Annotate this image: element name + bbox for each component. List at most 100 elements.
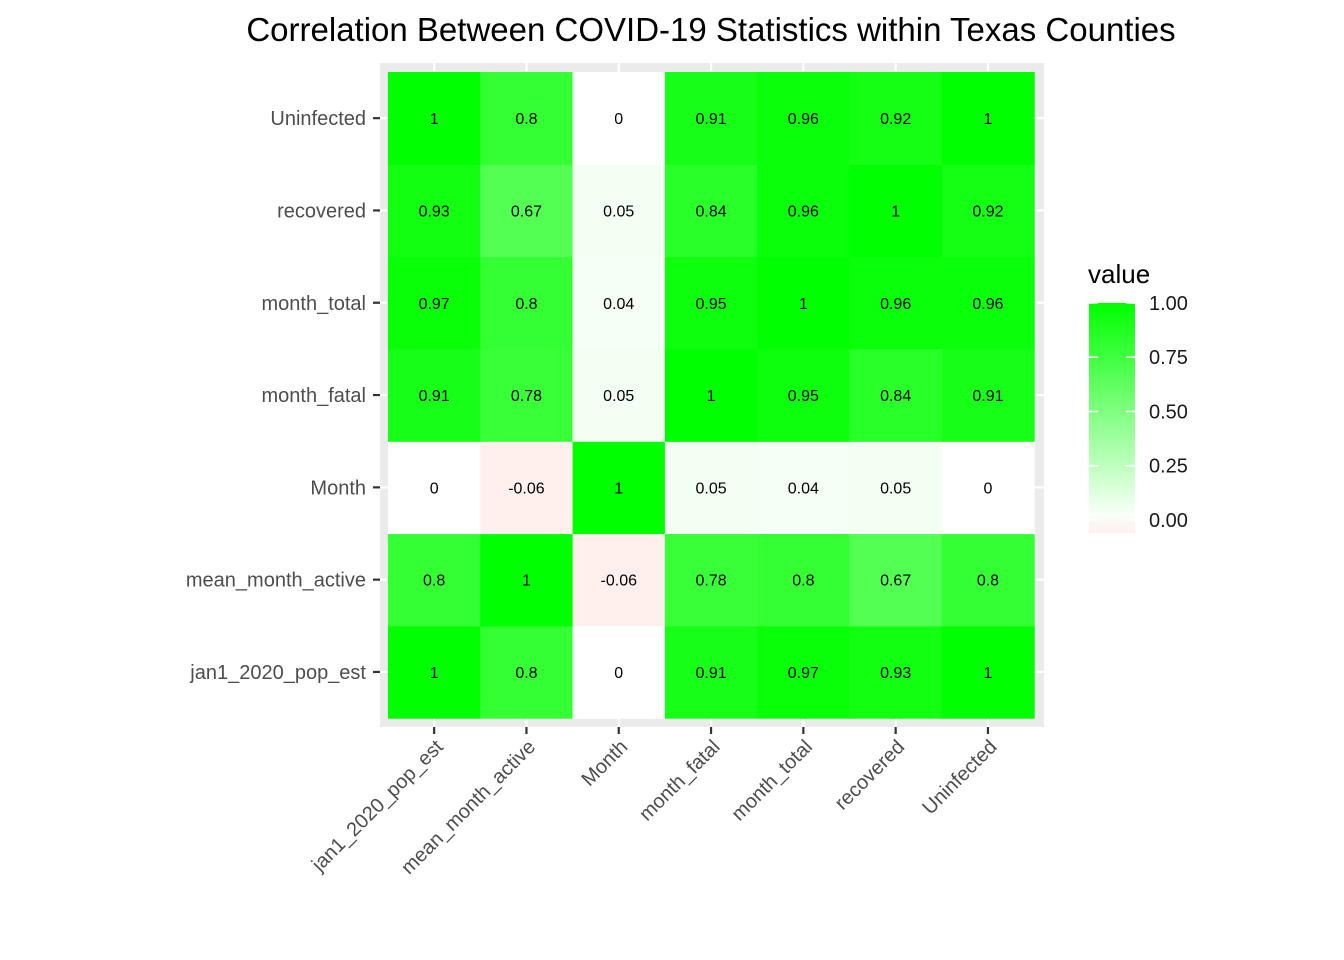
heatmap-cell: [480, 348, 574, 442]
cell-value-label: 0.97: [788, 665, 819, 682]
cell-value-label: 0: [614, 111, 623, 128]
cell-value-label: 1: [891, 203, 900, 220]
y-tick-label: jan1_2020_pop_est: [189, 662, 366, 684]
heatmap-cell: [757, 164, 851, 258]
heatmap-cell: [757, 533, 851, 627]
legend-break-label: 0.75: [1149, 347, 1188, 369]
x-tick-label: month_total: [727, 736, 816, 825]
heatmap-cell: [480, 625, 574, 719]
cell-value-label: 0.05: [603, 388, 634, 405]
cell-value-label: 0.05: [695, 480, 726, 497]
heatmap-cell: [388, 625, 481, 719]
heatmap-cells: [388, 72, 1035, 719]
cell-value-label: 0.93: [419, 203, 450, 220]
y-tick-label: recovered: [277, 200, 366, 222]
cell-value-label: 0.91: [419, 388, 450, 405]
y-tick-label: Uninfected: [270, 108, 366, 130]
cell-value-label: 0.96: [788, 203, 819, 220]
heatmap-cell: [849, 441, 943, 535]
cell-value-label: 0.97: [419, 296, 450, 313]
cell-value-label: 0.05: [603, 203, 634, 220]
heatmap-cell: [572, 164, 666, 258]
cell-value-label: 0.84: [880, 388, 911, 405]
x-tick-label: month_fatal: [635, 736, 724, 825]
heatmap-cell: [388, 441, 481, 535]
heatmap-cell: [941, 348, 1035, 442]
heatmap-cell: [572, 256, 666, 350]
cell-value-label: 0.78: [695, 573, 726, 590]
cell-value-label: 0.95: [788, 388, 819, 405]
cell-value-label: 0.8: [515, 665, 537, 682]
cell-value-label: 0.96: [880, 296, 911, 313]
legend: value 1.00 0.75 0.50 0.25 0.00: [1088, 259, 1188, 533]
heatmap-cell: [757, 441, 851, 535]
cell-value-label: 1: [430, 111, 439, 128]
cell-value-label: 0.67: [880, 573, 911, 590]
heatmap-cell: [664, 256, 758, 350]
heatmap-cell: [664, 72, 758, 165]
legend-break-label: 0.25: [1149, 456, 1188, 478]
heatmap-cell: [757, 72, 851, 165]
cell-value-label: 0.8: [515, 296, 537, 313]
cell-value-label: 1: [983, 111, 992, 128]
cell-value-labels: 1 0.8 0 0.91 0.97 0.93 1 0.8 1 -0.06 0.78 0.8 0.67 0.…: [419, 111, 1004, 682]
heatmap-cell: [664, 533, 758, 627]
heatmap-cell: [849, 256, 943, 350]
cell-value-label: 1: [614, 480, 623, 497]
cell-value-label: 0.8: [515, 111, 537, 128]
cell-value-label: 0: [430, 480, 439, 497]
heatmap-cell: [757, 256, 851, 350]
cell-value-label: 0.8: [423, 573, 445, 590]
cell-value-label: 1: [522, 573, 531, 590]
heatmap-cell: [572, 72, 666, 165]
heatmap-cell: [480, 164, 574, 258]
legend-ticks: 1.00 0.75 0.50 0.25 0.00: [1089, 293, 1188, 532]
legend-title: value: [1088, 259, 1150, 289]
cell-value-label: 0.04: [788, 480, 819, 497]
cell-value-label: 1: [799, 296, 808, 313]
heatmap-cell: [480, 72, 574, 165]
cell-value-label: 1: [430, 665, 439, 682]
cell-value-label: 0.8: [792, 573, 814, 590]
cell-value-label: 0.78: [511, 388, 542, 405]
cell-value-label: 1: [983, 665, 992, 682]
cell-value-label: 0.92: [972, 203, 1003, 220]
heatmap-cell: [388, 72, 481, 165]
heatmap-cell: [480, 256, 574, 350]
cell-value-label: -0.06: [508, 480, 545, 497]
heatmap-cell: [941, 625, 1035, 719]
cell-value-label: 0.96: [788, 111, 819, 128]
legend-break-label: 0.00: [1149, 510, 1188, 532]
cell-value-label: -0.06: [601, 573, 638, 590]
cell-value-label: 0: [614, 665, 623, 682]
heatmap-cell: [941, 164, 1035, 258]
cell-value-label: 0.93: [880, 665, 911, 682]
heatmap-cell: [664, 164, 758, 258]
heatmap-cell: [388, 348, 481, 442]
x-tick-label: Month: [577, 736, 632, 791]
heatmap-cell: [480, 441, 574, 535]
y-tick-label: Month: [310, 477, 366, 499]
legend-break-label: 1.00: [1149, 293, 1188, 315]
heatmap-cell: [849, 348, 943, 442]
heatmap-cell: [941, 256, 1035, 350]
heatmap-cell: [941, 441, 1035, 535]
heatmap-cell: [664, 348, 758, 442]
heatmap-cell: [757, 625, 851, 719]
heatmap-cell: [941, 533, 1035, 627]
heatmap-cell: [849, 625, 943, 719]
x-tick-label: recovered: [831, 736, 909, 814]
cell-value-label: 0.84: [695, 203, 726, 220]
heatmap-cell: [572, 533, 666, 627]
heatmap-cell: [849, 533, 943, 627]
cell-value-label: 0.04: [603, 296, 634, 313]
cell-value-label: 0.67: [511, 203, 542, 220]
heatmap-cell: [664, 625, 758, 719]
heatmap-cell: [572, 441, 666, 535]
cell-value-label: 0.91: [695, 111, 726, 128]
heatmap-cell: [941, 72, 1035, 165]
y-axis: jan1_2020_pop_est mean_month_active Month m…: [186, 108, 380, 684]
y-tick-label: month_fatal: [261, 385, 366, 407]
